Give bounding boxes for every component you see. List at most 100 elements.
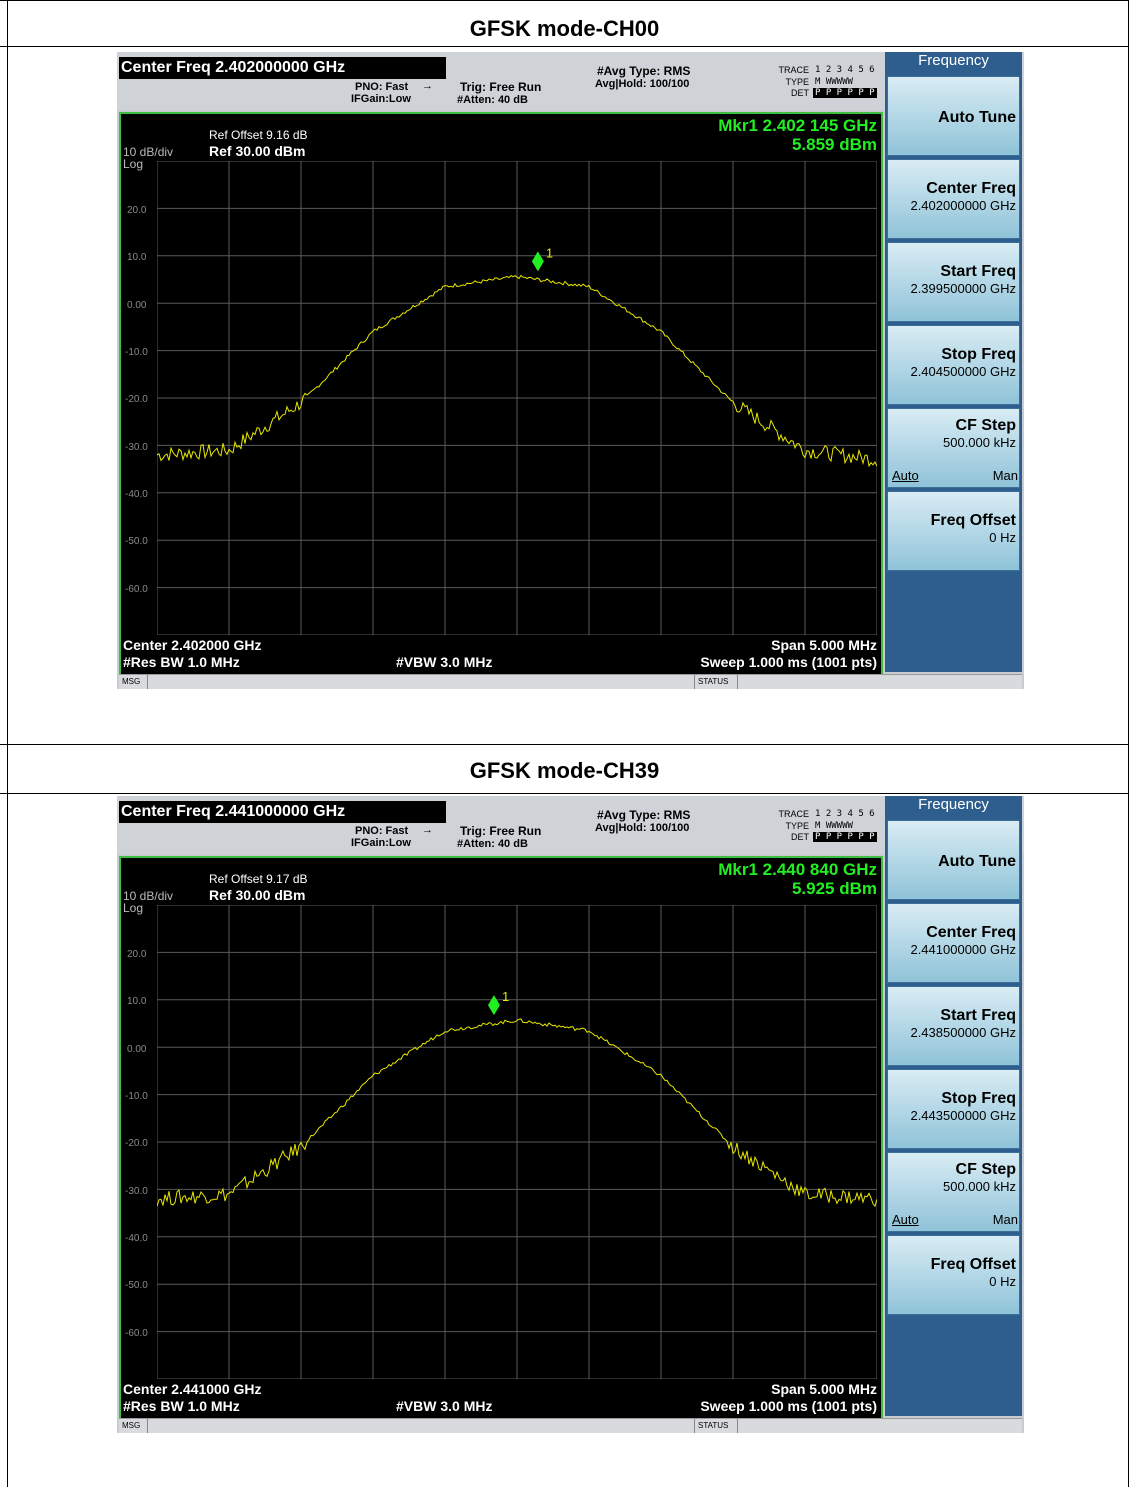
y-tick-label: 0.00 <box>127 300 147 311</box>
center-label: Center 2.441000 GHz <box>123 1381 262 1397</box>
vbw-label: #VBW 3.0 MHz <box>396 1398 493 1414</box>
freq-offset-button[interactable]: Freq Offset 0 Hz <box>887 491 1020 571</box>
softkey-menu-title: Frequency <box>885 796 1022 818</box>
y-tick-label: -10.0 <box>125 347 148 358</box>
ref-level-label: Ref 30.00 dBm <box>209 143 306 159</box>
scale-label: 10 dB/div <box>123 889 174 903</box>
analyzer-display: Ref Offset 9.17 dB Ref 30.00 dBm 10 dB/d… <box>119 856 883 1428</box>
marker-diamond-icon <box>487 995 500 1016</box>
status-field: STATUS <box>694 675 738 689</box>
center-freq-label: Center Freq <box>926 924 1016 941</box>
trace-line <box>157 274 877 468</box>
stop-freq-label: Stop Freq <box>941 346 1016 363</box>
start-freq-button[interactable]: Start Freq 2.399500000 GHz <box>887 242 1020 322</box>
trace-types: M WWWWW <box>813 77 855 87</box>
stop-freq-button[interactable]: Stop Freq 2.404500000 GHz <box>887 325 1020 405</box>
freq-offset-button[interactable]: Freq Offset 0 Hz <box>887 1235 1020 1315</box>
y-tick-label: -30.0 <box>125 1186 148 1197</box>
ref-offset-label: Ref Offset 9.16 dB <box>209 128 308 142</box>
span-label: Span 5.000 MHz <box>771 1381 877 1397</box>
softkey-panel: Frequency Auto Tune Center Freq 2.441000… <box>885 796 1022 1416</box>
center-freq-button[interactable]: Center Freq 2.441000000 GHz <box>887 903 1020 983</box>
y-tick-label: -40.0 <box>125 1233 148 1244</box>
cf-step-auto[interactable]: Auto <box>892 1212 919 1227</box>
marker-number: 1 <box>502 989 509 1004</box>
trace-svg: 1 <box>157 161 877 635</box>
start-freq-label: Start Freq <box>940 1007 1016 1024</box>
type-label: TYPE <box>785 821 809 831</box>
trace-types: M WWWWW <box>813 821 855 831</box>
analyzer-header: Center Freq 2.441000000 GHz PNO: Fast → … <box>117 796 1024 854</box>
status-field: STATUS <box>694 1419 738 1433</box>
cf-step-label: CF Step <box>955 417 1016 434</box>
y-tick-label: 0.00 <box>127 1044 147 1055</box>
stop-freq-button[interactable]: Stop Freq 2.443500000 GHz <box>887 1069 1020 1149</box>
marker-level: 5.925 dBm <box>791 879 877 898</box>
freq-offset-label: Freq Offset <box>930 512 1016 529</box>
spectrum-analyzer-screenshot: Center Freq 2.402000000 GHz PNO: Fast → … <box>117 52 1024 689</box>
table-border <box>0 793 1129 794</box>
y-tick-label: -60.0 <box>125 1328 148 1339</box>
scale-label: 10 dB/div <box>123 145 174 159</box>
log-label: Log <box>123 901 144 915</box>
log-label: Log <box>123 157 144 171</box>
marker-diamond-icon <box>531 251 544 272</box>
auto-tune-label: Auto Tune <box>938 853 1016 870</box>
stop-freq-label: Stop Freq <box>941 1090 1016 1107</box>
center-freq-header: Center Freq 2.441000000 GHz <box>119 801 446 823</box>
cf-step-auto[interactable]: Auto <box>892 468 919 483</box>
cf-step-label: CF Step <box>955 1161 1016 1178</box>
cf-step-button[interactable]: CF Step 500.000 kHz Auto Man <box>887 408 1020 488</box>
analyzer-display: Ref Offset 9.16 dB Ref 30.00 dBm 10 dB/d… <box>119 112 883 684</box>
center-freq-button[interactable]: Center Freq 2.402000000 GHz <box>887 159 1020 239</box>
avg-type-label: #Avg Type: RMS <box>597 64 691 78</box>
y-tick-label: 10.0 <box>127 252 147 263</box>
type-label: TYPE <box>785 77 809 87</box>
pno-label: PNO: Fast <box>355 825 409 837</box>
marker-1: 1 <box>487 989 509 1016</box>
auto-tune-button[interactable]: Auto Tune <box>887 76 1020 156</box>
freq-offset-value: 0 Hz <box>989 1274 1016 1289</box>
ref-level-label: Ref 30.00 dBm <box>209 887 306 903</box>
stop-freq-value: 2.443500000 GHz <box>910 1108 1016 1123</box>
trace-line <box>157 1018 877 1208</box>
span-label: Span 5.000 MHz <box>771 637 877 653</box>
y-tick-label: -10.0 <box>125 1091 148 1102</box>
section-title: GFSK mode-CH39 <box>469 758 660 783</box>
y-tick-label: -40.0 <box>125 489 148 500</box>
avg-type-label: #Avg Type: RMS <box>597 808 691 822</box>
marker-1: 1 <box>531 245 553 272</box>
analyzer-header: Center Freq 2.402000000 GHz PNO: Fast → … <box>117 52 1024 110</box>
marker-level: 5.859 dBm <box>791 135 877 154</box>
det-label: DET <box>791 88 809 98</box>
start-freq-value: 2.438500000 GHz <box>910 1025 1016 1040</box>
trace-label: TRACE <box>778 809 809 819</box>
y-tick-label: 10.0 <box>127 996 147 1007</box>
table-border-top <box>0 0 1129 1</box>
ref-offset-label: Ref Offset 9.17 dB <box>209 872 308 886</box>
y-tick-label: -20.0 <box>125 1138 148 1149</box>
cf-step-man[interactable]: Man <box>992 468 1018 483</box>
y-tick-label: 20.0 <box>127 205 147 216</box>
plot-grid <box>157 161 877 635</box>
status-bar: MSG STATUS <box>119 1418 1022 1433</box>
cf-step-value: 500.000 kHz <box>943 435 1016 450</box>
freq-offset-value: 0 Hz <box>989 530 1016 545</box>
trace-plot: 1 <box>157 905 877 1379</box>
spectrum-analyzer-screenshot: Center Freq 2.441000000 GHz PNO: Fast → … <box>117 796 1024 1433</box>
cf-step-man[interactable]: Man <box>992 1212 1018 1227</box>
ifgain-label: IFGain:Low <box>351 837 411 849</box>
center-freq-label: Center Freq <box>926 180 1016 197</box>
cf-step-button[interactable]: CF Step 500.000 kHz Auto Man <box>887 1152 1020 1232</box>
vbw-label: #VBW 3.0 MHz <box>396 654 493 670</box>
start-freq-button[interactable]: Start Freq 2.438500000 GHz <box>887 986 1020 1066</box>
table-border <box>0 744 1129 745</box>
auto-tune-button[interactable]: Auto Tune <box>887 820 1020 900</box>
start-freq-value: 2.399500000 GHz <box>910 281 1016 296</box>
atten-label: #Atten: 40 dB <box>457 838 528 850</box>
trig-label: Trig: Free Run <box>460 824 542 838</box>
softkey-panel: Frequency Auto Tune Center Freq 2.402000… <box>885 52 1022 672</box>
res-bw-label: #Res BW 1.0 MHz <box>123 654 240 670</box>
y-tick-label: -30.0 <box>125 442 148 453</box>
y-tick-label: 20.0 <box>127 949 147 960</box>
